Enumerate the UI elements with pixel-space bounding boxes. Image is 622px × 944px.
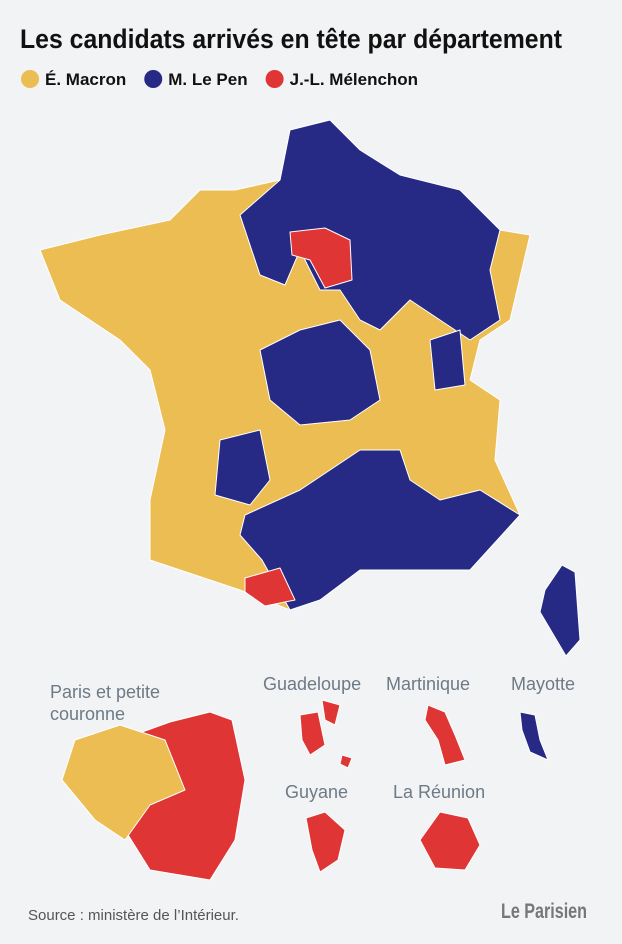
legend: É. Macron M. Le Pen J.-L. Mélenchon [21,70,418,89]
inset-label: Guyane [285,782,348,802]
guyane [305,811,346,873]
legend-label: M. Le Pen [168,70,247,89]
inset-label-text: couronne [50,704,125,724]
inset-label: Guadeloupe [263,674,361,694]
france-map [39,119,581,657]
inset-label: Martinique [386,674,470,694]
inset-label-text: Paris et petite [50,682,160,702]
title: Les candidats arrivés en tête par départ… [20,24,562,54]
inset-label: Mayotte [511,674,575,694]
logo: Le Parisien [501,900,587,923]
corsica [539,564,581,657]
region-lepen [214,429,271,506]
legend-label: É. Macron [45,70,126,89]
inset-label: Paris et petite couronne [50,682,160,724]
insets [61,699,549,881]
region-lepen [239,119,501,341]
legend-label: J.-L. Mélenchon [290,70,418,89]
reunion [419,811,481,871]
region-melenchon [289,227,353,289]
martinique [424,704,466,766]
legend-swatch [265,70,284,88]
legend-swatch [144,70,163,88]
paris-yellow [61,724,186,841]
region-melenchon [244,567,296,607]
mayotte [519,711,549,761]
source: Source : ministère de l’Intérieur. [28,907,239,924]
region-lepen [259,319,381,426]
legend-swatch [21,70,39,88]
inset-label: La Réunion [393,782,485,802]
region-lepen [429,329,466,391]
guadeloupe [299,699,353,769]
